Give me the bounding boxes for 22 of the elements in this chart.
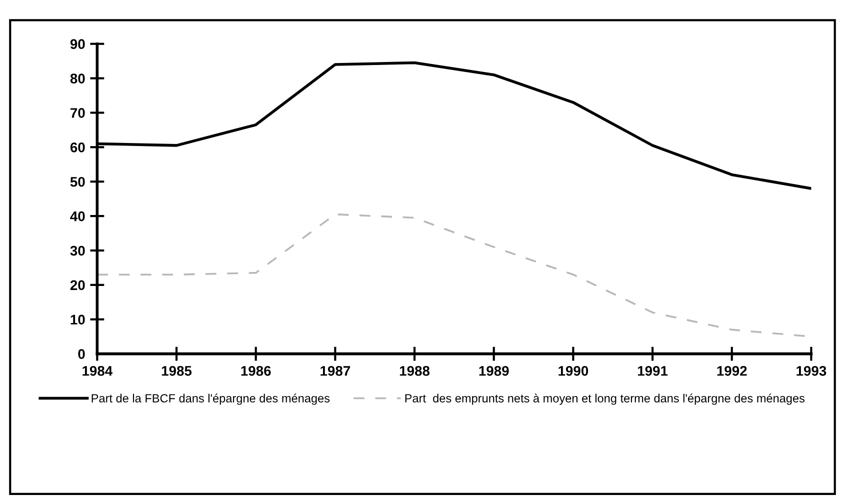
x-tick-label: 1992 <box>717 366 747 376</box>
y-tick-label: 30 <box>70 246 85 256</box>
y-tick-label: 70 <box>70 108 85 118</box>
y-tick-label: 20 <box>70 280 85 290</box>
x-tick-label: 1988 <box>400 366 430 376</box>
y-tick-label: 50 <box>70 176 85 187</box>
y-tick-label: 40 <box>70 211 85 222</box>
x-tick-label: 1985 <box>162 366 192 376</box>
legend-label: Part des emprunts nets à moyen et long terme dans l'épargne des ménages <box>405 394 805 405</box>
y-tick-label: 10 <box>70 314 85 325</box>
y-tick-label: 60 <box>70 142 85 152</box>
x-tick-label: 1986 <box>241 366 271 376</box>
y-tick-label: 80 <box>70 74 85 84</box>
x-tick-label: 1990 <box>558 366 588 376</box>
y-tick-label: 90 <box>70 39 85 50</box>
x-tick-label: 1987 <box>320 366 350 376</box>
x-tick-label: 1984 <box>82 366 113 376</box>
x-tick-label: 1991 <box>638 366 668 376</box>
x-tick-label: 1993 <box>796 366 826 376</box>
y-tick-label: 0 <box>78 349 85 359</box>
legend-label: Part de la FBCF dans l'épargne des ménages <box>92 394 330 405</box>
x-tick-label: 1989 <box>479 366 509 376</box>
